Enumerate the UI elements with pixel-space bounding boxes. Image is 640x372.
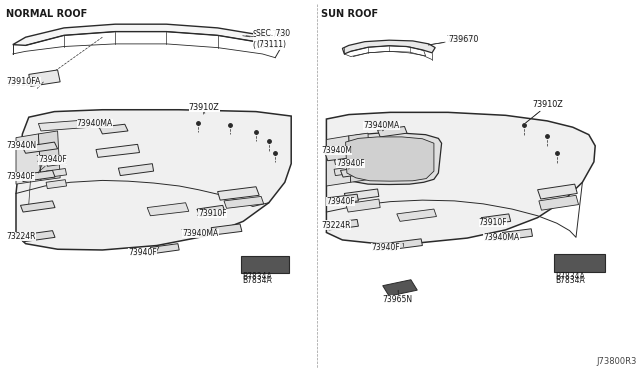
Polygon shape bbox=[29, 70, 60, 86]
Text: 73940MA: 73940MA bbox=[180, 230, 217, 238]
Polygon shape bbox=[46, 180, 67, 189]
Polygon shape bbox=[334, 155, 355, 164]
Polygon shape bbox=[502, 229, 532, 240]
Text: 73910F: 73910F bbox=[479, 218, 508, 227]
Polygon shape bbox=[16, 134, 41, 184]
Polygon shape bbox=[99, 124, 128, 134]
Polygon shape bbox=[340, 167, 370, 177]
Text: B7834A: B7834A bbox=[242, 276, 271, 285]
Polygon shape bbox=[96, 144, 140, 157]
Polygon shape bbox=[334, 167, 355, 176]
Polygon shape bbox=[346, 199, 380, 212]
Text: 73224R: 73224R bbox=[6, 232, 36, 241]
Polygon shape bbox=[326, 112, 595, 244]
Polygon shape bbox=[538, 184, 577, 199]
Text: B7834A: B7834A bbox=[242, 272, 271, 281]
Polygon shape bbox=[349, 133, 370, 182]
Text: 73940F: 73940F bbox=[35, 155, 64, 164]
Text: 73910FA: 73910FA bbox=[6, 77, 41, 86]
Text: 73940F: 73940F bbox=[128, 249, 157, 258]
Text: 73910Z: 73910Z bbox=[189, 103, 220, 113]
Text: 73940MA: 73940MA bbox=[364, 121, 400, 131]
Text: 73910Z: 73910Z bbox=[189, 103, 220, 114]
Text: 73940F: 73940F bbox=[38, 155, 67, 171]
Text: 73910F: 73910F bbox=[198, 209, 227, 218]
FancyBboxPatch shape bbox=[241, 256, 289, 273]
Text: SUN ROOF: SUN ROOF bbox=[321, 9, 378, 19]
Polygon shape bbox=[13, 24, 282, 46]
Text: 73940MA: 73940MA bbox=[76, 120, 112, 129]
Text: 73940M: 73940M bbox=[321, 146, 352, 155]
Polygon shape bbox=[20, 231, 55, 242]
Polygon shape bbox=[326, 136, 351, 186]
Polygon shape bbox=[383, 280, 417, 296]
Polygon shape bbox=[346, 137, 434, 181]
Text: SEC. 730
(73111): SEC. 730 (73111) bbox=[243, 30, 287, 49]
Text: SEC. 730
(73111): SEC. 730 (73111) bbox=[246, 29, 290, 49]
Polygon shape bbox=[22, 142, 58, 153]
Polygon shape bbox=[326, 194, 358, 205]
Polygon shape bbox=[20, 201, 55, 212]
Polygon shape bbox=[325, 150, 357, 161]
Polygon shape bbox=[46, 169, 67, 177]
Polygon shape bbox=[481, 214, 511, 225]
Text: 73940F: 73940F bbox=[326, 197, 355, 206]
Text: J73800R3: J73800R3 bbox=[596, 357, 637, 366]
Polygon shape bbox=[344, 189, 379, 201]
Text: 73940F: 73940F bbox=[334, 160, 363, 169]
Text: 73910F: 73910F bbox=[195, 209, 224, 218]
Polygon shape bbox=[397, 209, 436, 221]
Polygon shape bbox=[224, 196, 264, 208]
Text: 73940N: 73940N bbox=[6, 141, 36, 150]
Text: 73940F: 73940F bbox=[370, 244, 399, 253]
Polygon shape bbox=[337, 133, 442, 185]
Text: 73965N: 73965N bbox=[383, 296, 413, 305]
Text: 73940F: 73940F bbox=[128, 247, 159, 257]
Text: 73940F: 73940F bbox=[6, 172, 35, 181]
Polygon shape bbox=[218, 187, 259, 200]
Text: 73224R: 73224R bbox=[6, 232, 36, 241]
Text: 73224R: 73224R bbox=[321, 221, 351, 230]
Polygon shape bbox=[16, 110, 291, 250]
Polygon shape bbox=[342, 40, 435, 54]
Text: 73224R: 73224R bbox=[321, 221, 351, 230]
Polygon shape bbox=[20, 170, 55, 182]
Text: 73940MA: 73940MA bbox=[483, 233, 520, 242]
Text: 73940F: 73940F bbox=[336, 159, 365, 169]
Polygon shape bbox=[38, 120, 91, 131]
Text: 739670: 739670 bbox=[428, 35, 478, 45]
Text: 73940F: 73940F bbox=[371, 243, 403, 252]
Text: 73940F: 73940F bbox=[6, 172, 35, 181]
Polygon shape bbox=[150, 244, 179, 254]
FancyBboxPatch shape bbox=[554, 254, 605, 272]
Polygon shape bbox=[197, 205, 225, 217]
Polygon shape bbox=[378, 126, 407, 137]
Text: B7834A: B7834A bbox=[556, 272, 585, 280]
Polygon shape bbox=[211, 224, 242, 235]
Polygon shape bbox=[46, 157, 67, 166]
Text: 73940MA: 73940MA bbox=[77, 119, 113, 128]
Polygon shape bbox=[392, 239, 422, 249]
Text: B7834A: B7834A bbox=[556, 276, 585, 285]
Text: NORMAL ROOF: NORMAL ROOF bbox=[6, 9, 88, 19]
Polygon shape bbox=[38, 131, 60, 180]
Polygon shape bbox=[118, 164, 154, 176]
Text: 73940MA: 73940MA bbox=[483, 234, 519, 243]
Text: 73940MA: 73940MA bbox=[362, 121, 399, 130]
Text: 73965N: 73965N bbox=[383, 290, 413, 304]
Text: 73940M: 73940M bbox=[321, 146, 352, 155]
Polygon shape bbox=[539, 195, 579, 210]
Text: 73940N: 73940N bbox=[6, 141, 36, 150]
Polygon shape bbox=[147, 203, 189, 216]
Text: 73910Z: 73910Z bbox=[525, 100, 563, 123]
Polygon shape bbox=[326, 219, 358, 230]
Text: 739670: 739670 bbox=[428, 35, 477, 45]
Text: 73940F: 73940F bbox=[325, 198, 354, 207]
Text: 73940MA: 73940MA bbox=[182, 229, 219, 238]
Text: 73910Z: 73910Z bbox=[525, 100, 563, 123]
Text: 73910FA: 73910FA bbox=[6, 79, 40, 88]
Text: 73910F: 73910F bbox=[479, 219, 508, 228]
